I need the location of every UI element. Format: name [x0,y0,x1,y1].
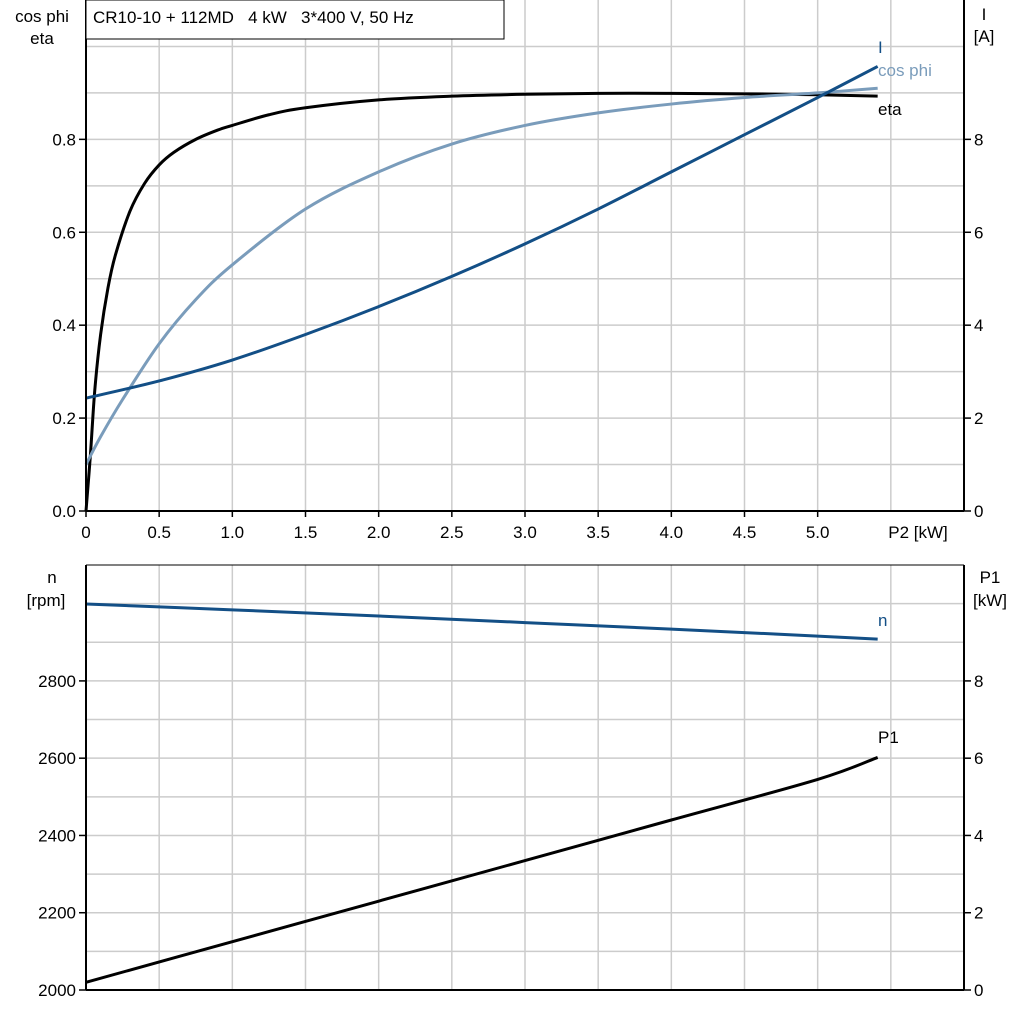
series-line-P1 [85,756,879,984]
top-right-tick-label: 0 [974,502,983,521]
series-line-I [85,65,879,400]
series-layer [84,65,879,984]
series-line-eta [84,91,878,512]
axes-layer: 0.0 0.2 0.4 0.6 0.8 0 2 4 6 8 0 0.5 1.0 1.5 2.0 2.5 3.0 3… [38,0,983,1000]
x-tick-label: 2.5 [440,523,464,542]
label-cos-phi: cos phi [878,61,932,80]
label-eta: eta [878,100,902,119]
label-I: I [878,38,883,57]
top-right-tick-label: 6 [974,223,983,242]
top-left-tick-label: 0.6 [52,223,76,242]
bottom-left-tick-label: 2800 [38,672,76,691]
label-P1: P1 [878,728,899,747]
bottom-grid [86,565,964,990]
bottom-left-tick-label: 2000 [38,981,76,1000]
top-right-tick-label: 8 [974,130,983,149]
top-left-tick-label: 0.2 [52,409,76,428]
bottom-left-tick-label: 2600 [38,749,76,768]
bottom-right-ylabel-2: [kW] [973,591,1007,610]
bottom-left-ylabel-1: n [47,568,56,587]
bottom-right-tick-label: 2 [974,904,983,923]
bottom-right-tick-label: 6 [974,749,983,768]
x-tick-label: 1.0 [221,523,245,542]
bottom-left-tick-label: 2400 [38,826,76,845]
chart-title: CR10-10 + 112MD 4 kW 3*400 V, 50 Hz [93,8,414,27]
top-right-ylabel-1: I [982,5,987,24]
x-tick-label: 1.5 [294,523,318,542]
x-tick-label: 3.0 [513,523,537,542]
series-line-n [85,602,878,641]
top-right-tick-label: 4 [974,316,983,335]
x-tick-label: 0.5 [147,523,171,542]
x-tick-label: 5.0 [806,523,830,542]
x-tick-label: 4.0 [660,523,684,542]
top-grid [86,0,964,511]
top-left-ylabel-1: cos phi [15,7,69,26]
bottom-left-tick-label: 2200 [38,904,76,923]
bottom-right-tick-label: 8 [974,672,983,691]
top-left-ylabel-2: eta [30,29,54,48]
title-box [85,0,505,40]
bottom-right-tick-label: 4 [974,826,983,845]
top-left-tick-label: 0.0 [52,502,76,521]
bottom-right-ylabel-1: P1 [980,568,1001,587]
bottom-left-ylabel-2: [rpm] [27,591,66,610]
x-tick-label: 3.5 [586,523,610,542]
top-right-ylabel-2: [A] [974,27,995,46]
x-tick-label: 4.5 [733,523,757,542]
top-right-tick-label: 2 [974,409,983,428]
label-n: n [878,611,887,630]
x-tick-label: 2.0 [367,523,391,542]
top-left-tick-label: 0.8 [52,130,76,149]
x-tick-label: 0 [81,523,90,542]
top-left-tick-label: 0.4 [52,316,76,335]
bottom-right-tick-label: 0 [974,981,983,1000]
x-axis-label: P2 [kW] [888,523,948,542]
series-line-cos-phi [84,86,878,466]
